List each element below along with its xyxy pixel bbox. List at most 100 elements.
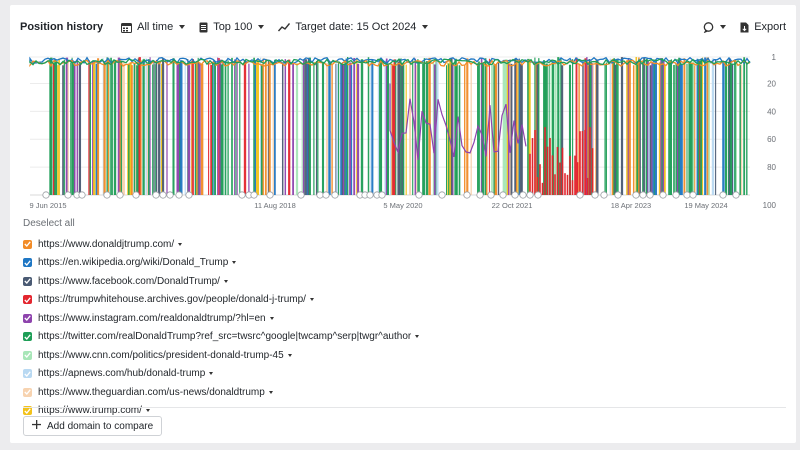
legend-url: https://trumpwhitehouse.archives.gov/peo… <box>38 294 306 306</box>
chevron-down-icon[interactable] <box>268 390 273 394</box>
annotation-marker <box>639 191 647 199</box>
divider <box>23 407 786 408</box>
toolbar: Position history All time Top 100 Target… <box>20 15 786 39</box>
series-line <box>29 56 751 65</box>
annotation-marker <box>463 191 471 199</box>
annotation-marker <box>378 191 386 199</box>
annotation-marker <box>175 191 183 199</box>
annotation-marker <box>238 191 246 199</box>
comment-icon <box>703 21 714 33</box>
legend-url: https://www.instagram.com/realdonaldtrum… <box>38 312 266 324</box>
trend-icon <box>278 22 291 32</box>
target-date-dropdown[interactable]: Target date: 15 Oct 2024 <box>278 21 429 33</box>
legend-url: https://www.theguardian.com/us-news/dona… <box>38 386 265 398</box>
period-dropdown[interactable]: All time <box>121 21 186 33</box>
series-line <box>29 58 751 66</box>
chevron-down-icon[interactable] <box>178 242 183 246</box>
legend-item[interactable]: https://www.instagram.com/realdonaldtrum… <box>23 309 723 328</box>
legend-url: https://www.facebook.com/DonaldTrump/ <box>38 275 220 287</box>
annotation-marker <box>526 191 534 199</box>
export-label: Export <box>754 21 786 33</box>
legend-url: https://en.wikipedia.org/wiki/Donald_Tru… <box>38 257 229 269</box>
page-title: Position history <box>20 21 104 33</box>
legend-item[interactable]: https://www.trump.com/ <box>23 402 723 421</box>
y-tick-label: 80 <box>767 163 776 172</box>
annotation-marker <box>719 191 727 199</box>
export-button[interactable]: Export <box>740 21 786 33</box>
chevron-down-icon[interactable] <box>145 409 150 413</box>
legend-url: https://www.cnn.com/politics/president-d… <box>38 349 284 361</box>
annotation-marker <box>672 191 680 199</box>
annotation-marker <box>116 191 124 199</box>
chevron-down-icon[interactable] <box>209 372 214 376</box>
annotation-marker <box>297 191 305 199</box>
annotation-marker <box>519 191 527 199</box>
y-tick-label: 40 <box>767 107 776 116</box>
annotation-marker <box>152 191 160 199</box>
annotation-marker <box>316 191 324 199</box>
annotation-marker <box>132 191 140 199</box>
annotation-marker <box>499 191 507 199</box>
chevron-down-icon <box>720 25 727 29</box>
checkbox[interactable] <box>23 239 32 249</box>
annotation-marker <box>266 191 274 199</box>
annotation-marker <box>78 191 86 199</box>
checkbox[interactable] <box>23 406 32 416</box>
checkbox[interactable] <box>23 276 32 286</box>
comments-dropdown[interactable] <box>703 21 727 33</box>
annotation-marker <box>732 191 740 199</box>
checkbox[interactable] <box>23 369 32 379</box>
annotation-marker <box>322 191 330 199</box>
add-domain-label: Add domain to compare <box>47 420 154 432</box>
annotation-marker <box>331 191 339 199</box>
chevron-down-icon[interactable] <box>415 335 420 339</box>
legend-item[interactable]: https://www.donaldjtrump.com/ <box>23 235 723 254</box>
y-tick-label: 100 <box>763 201 777 210</box>
legend-item[interactable]: https://twitter.com/realDonaldTrump?ref_… <box>23 328 723 347</box>
annotation-marker <box>366 191 374 199</box>
x-tick-label: 19 May 2024 <box>684 201 727 210</box>
position-history-chart[interactable]: 1 20 40 60 80 100 9 Jun 2015 11 Aug 2018 5 May 2… <box>10 45 796 215</box>
deselect-all-link[interactable]: Deselect all <box>23 218 75 229</box>
legend-url: https://twitter.com/realDonaldTrump?ref_… <box>38 331 412 343</box>
legend-item[interactable]: https://www.facebook.com/DonaldTrump/ <box>23 272 723 291</box>
chevron-down-icon[interactable] <box>223 279 228 283</box>
legend-item[interactable]: https://www.theguardian.com/us-news/dona… <box>23 383 723 402</box>
annotation-marker <box>576 191 584 199</box>
checkbox[interactable] <box>23 258 32 268</box>
legend-item[interactable]: https://apnews.com/hub/donald-trump <box>23 365 723 384</box>
chevron-down-icon <box>179 25 186 29</box>
chevron-down-icon[interactable] <box>232 261 237 265</box>
legend-item[interactable]: https://www.cnn.com/politics/president-d… <box>23 346 723 365</box>
annotation-marker <box>159 191 167 199</box>
annotation-marker <box>438 191 446 199</box>
x-tick-label: 5 May 2020 <box>383 201 422 210</box>
checkbox[interactable] <box>23 295 32 305</box>
y-tick-label: 60 <box>767 135 776 144</box>
y-tick-label: 20 <box>767 79 776 88</box>
export-icon <box>740 22 749 33</box>
plus-icon <box>32 420 41 432</box>
checkbox[interactable] <box>23 332 32 342</box>
legend-item[interactable]: https://trumpwhitehouse.archives.gov/peo… <box>23 291 723 310</box>
top-dropdown[interactable]: Top 100 <box>199 21 265 33</box>
target-date-label: Target date: 15 Oct 2024 <box>295 21 417 33</box>
add-domain-button[interactable]: Add domain to compare <box>23 416 163 436</box>
checkbox[interactable] <box>23 350 32 360</box>
chevron-down-icon[interactable] <box>309 298 314 302</box>
annotation-marker <box>534 191 542 199</box>
legend-url: https://www.trump.com/ <box>38 405 142 417</box>
annotation-marker <box>646 191 654 199</box>
x-tick-label: 18 Apr 2023 <box>611 201 651 210</box>
annotation-marker <box>600 191 608 199</box>
chevron-down-icon[interactable] <box>287 353 292 357</box>
chevron-down-icon <box>422 25 429 29</box>
legend-item[interactable]: https://en.wikipedia.org/wiki/Donald_Tru… <box>23 254 723 273</box>
series-line <box>389 83 527 161</box>
period-label: All time <box>137 21 174 33</box>
position-history-card: Position history All time Top 100 Target… <box>10 5 796 443</box>
y-tick-label: 1 <box>772 53 777 62</box>
checkbox[interactable] <box>23 387 32 397</box>
checkbox[interactable] <box>23 313 32 323</box>
chevron-down-icon[interactable] <box>269 316 274 320</box>
